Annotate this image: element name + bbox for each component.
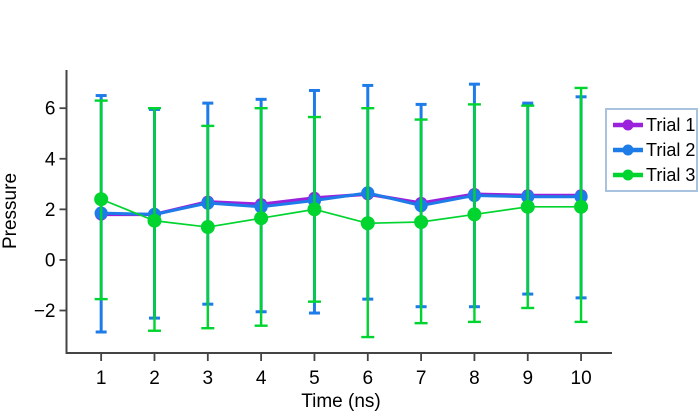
x-tick-label: 3: [203, 368, 214, 389]
x-tick-label: 10: [571, 368, 592, 389]
series-line-trial-3: [100, 198, 582, 228]
data-point-marker: [94, 192, 109, 207]
y-tick-label: 2: [45, 200, 56, 221]
data-point-marker: [307, 202, 322, 217]
legend-marker-icon: [613, 169, 643, 181]
plot-area: 6 4 2 0 −2 1 2 3 4 5 6 7 8 9 10: [34, 70, 612, 389]
legend-marker-icon: [613, 144, 643, 156]
data-point-marker: [467, 207, 482, 222]
legend-item-label: Trial 3: [646, 165, 696, 185]
data-point-marker: [360, 216, 375, 231]
x-tick-label: 2: [149, 368, 160, 389]
data-point-marker: [147, 213, 162, 228]
series-line-trial-2: [101, 191, 582, 216]
y-tick-label: 6: [45, 99, 56, 120]
legend-marker-icon: [613, 119, 643, 131]
data-point-marker: [574, 199, 589, 214]
x-tick-label: 9: [522, 368, 533, 389]
x-tick-label: 1: [96, 368, 107, 389]
x-tick-label: 7: [416, 368, 427, 389]
data-point-marker: [414, 214, 429, 229]
legend: Trial 1 Trial 2 Trial 3: [605, 108, 698, 192]
legend-item-trial-1: Trial 1: [612, 113, 696, 138]
y-tick-label: 4: [45, 149, 56, 170]
y-tick-label: −2: [34, 301, 56, 322]
x-tick-label: 4: [256, 368, 267, 389]
y-tick-label: 0: [45, 250, 56, 271]
x-tick-label: 8: [469, 368, 480, 389]
x-axis-title: Time (ns): [301, 391, 381, 412]
data-point-marker: [200, 220, 215, 235]
data-point-marker: [254, 211, 269, 226]
legend-item-trial-2: Trial 2: [612, 138, 696, 163]
legend-item-label: Trial 2: [646, 140, 696, 160]
legend-item-label: Trial 1: [646, 115, 696, 135]
x-tick-label: 5: [309, 368, 320, 389]
x-tick-label: 6: [362, 368, 373, 389]
legend-item-trial-3: Trial 3: [612, 163, 696, 188]
data-point-marker: [520, 199, 535, 214]
y-axis-title: Pressure: [0, 173, 21, 249]
series-trial-3: [94, 86, 589, 339]
